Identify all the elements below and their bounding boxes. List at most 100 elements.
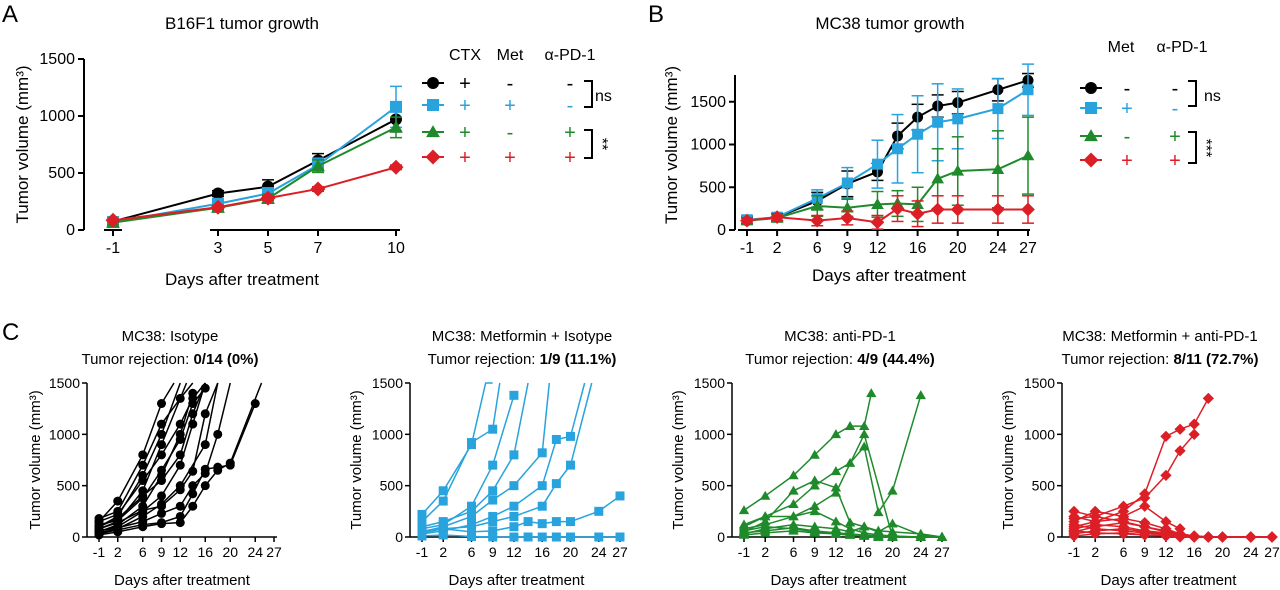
c4-x-tick-label: 20: [1215, 544, 1231, 560]
b-x-tick-label: 27: [1019, 240, 1037, 257]
c3-x-tick-label: 24: [913, 544, 929, 560]
c3-rejection-label: Tumor rejection:: [745, 351, 857, 368]
c1-data-point: [175, 393, 185, 403]
b-x-tick-label: 6: [813, 240, 822, 257]
a-legend-marker: [427, 99, 439, 111]
c3-data-point: [788, 470, 799, 480]
c1-data-point: [188, 501, 198, 511]
c2-data-point: [467, 522, 476, 532]
c1-series-0: [94, 382, 181, 532]
c4-data-point: [1139, 500, 1151, 512]
c3-data-point: [788, 485, 799, 495]
c3-data-point: [788, 511, 799, 521]
c2-data-point: [523, 517, 533, 527]
c1-series-line: [98, 382, 219, 530]
c1-data-point: [157, 429, 166, 439]
c2-data-point: [488, 511, 498, 521]
c3-data-point: [760, 490, 771, 500]
c2-x-axis-label: Days after treatment: [449, 572, 586, 589]
a-x-tick-label: 3: [214, 240, 223, 257]
b-series-3: [740, 195, 1035, 230]
c2-data-point: [467, 527, 476, 537]
b-data-point: [991, 162, 1005, 174]
a-legend-sign: +: [459, 95, 471, 117]
a-data-point: [390, 100, 402, 113]
a-legend-sign: +: [459, 147, 471, 169]
c4-data-point: [1188, 418, 1200, 430]
c4-data-point: [1188, 428, 1200, 440]
b-x-axis-label: Days after treatment: [812, 266, 966, 285]
c2-series-line: [421, 382, 586, 535]
c3-y-tick-label: 500: [702, 478, 726, 494]
c4-data-point: [1089, 527, 1101, 539]
c2-title: MC38: Metformin + Isotype: [432, 328, 612, 345]
c2-data-point: [438, 486, 448, 496]
c4-y-tick-label: 0: [1047, 529, 1055, 545]
c1-x-axis-label: Days after treatment: [114, 572, 251, 589]
c4-data-point: [1174, 530, 1186, 543]
c1-y-tick-label: 0: [72, 529, 80, 545]
b-x-tick-label: 16: [909, 240, 927, 257]
b-sig-bracket: [1188, 131, 1197, 164]
b-x-tick-label: 9: [843, 240, 852, 257]
c1-x-tick-label: 27: [266, 544, 282, 560]
c4-y-tick-label: 1500: [1024, 375, 1055, 391]
c1-series-line: [98, 382, 263, 536]
c1-data-point: [157, 501, 166, 511]
a-sig-bracket: [584, 129, 593, 159]
a-legend-sign: +: [564, 122, 576, 144]
c1-data-point: [175, 518, 185, 528]
c3-data-point: [844, 523, 856, 533]
c1-x-tick-label: -1: [93, 544, 106, 560]
c2-y-axis-label: Tumor volume (mm³): [348, 390, 365, 529]
a-legend-sign: +: [504, 95, 516, 117]
c3-data-point: [760, 516, 771, 526]
b-data-point: [991, 202, 1005, 217]
c2-series-0: [417, 382, 493, 519]
c4-y-axis-label: Tumor volume (mm³): [1000, 390, 1017, 529]
b-data-point: [740, 213, 754, 228]
a-legend-sign: -: [507, 122, 514, 144]
c1-data-point: [138, 450, 148, 460]
b-x-tick-label: 12: [869, 240, 887, 257]
a-series-line: [112, 166, 397, 222]
c3-data-point: [788, 525, 799, 535]
c2-data-point: [417, 531, 427, 541]
c3-x-axis-label: Days after treatment: [771, 572, 908, 589]
c2-data-point: [509, 390, 519, 400]
c1-data-point: [138, 522, 148, 532]
c3-data-point: [844, 420, 856, 430]
a-legend-sign: -: [567, 95, 574, 117]
b-data-point: [952, 113, 964, 125]
chart-a: 0 500 1000 1500 -1 3 5 7 10 Days after treatment T…: [13, 14, 612, 289]
a-sig-text: **: [593, 138, 610, 150]
c2-x-tick-label: 12: [506, 544, 522, 560]
chart-c1: 0 500 1000 1500 -1 2 6 9 12 16 20 24 27 Days after tr…: [27, 328, 282, 589]
c1-series-1: [94, 382, 175, 527]
b-series-line: [746, 79, 1029, 222]
c1-rejection-value: 0/14 (0%): [193, 351, 258, 368]
a-legend-header: Met: [497, 47, 524, 64]
c4-plot-area: [1068, 392, 1278, 543]
b-data-point: [870, 215, 885, 230]
c3-data-point: [809, 501, 820, 511]
a-y-tick-label: 1500: [39, 51, 75, 68]
c1-data-point: [138, 493, 148, 503]
c1-series-13: [94, 382, 206, 527]
c4-data-point: [1089, 510, 1101, 523]
c4-title: MC38: Metformin + anti-PD-1: [1062, 328, 1257, 345]
c4-x-tick-label: 9: [1141, 544, 1149, 560]
c4-x-tick-label: 2: [1091, 544, 1099, 560]
b-x-tick-label: -1: [740, 240, 754, 257]
c3-data-point: [830, 466, 842, 476]
c4-data-point: [1139, 529, 1151, 541]
a-legend-header: CTX: [449, 47, 481, 64]
c3-data-point: [830, 429, 842, 439]
c3-series-8: [738, 525, 948, 541]
c2-series-4: [417, 382, 551, 537]
b-data-point: [770, 210, 784, 225]
c4-data-point: [1245, 531, 1257, 543]
a-series-0: [107, 106, 402, 228]
b-data-point: [950, 202, 965, 217]
a-x-tick-label: 10: [387, 240, 405, 257]
